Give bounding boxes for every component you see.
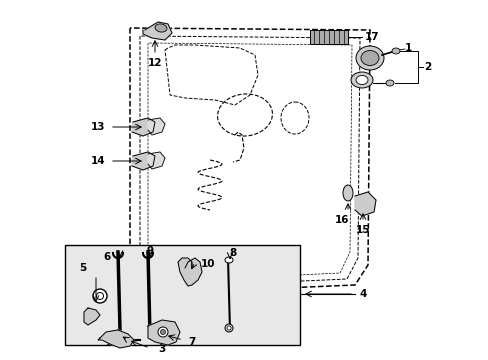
Ellipse shape — [385, 80, 393, 86]
Ellipse shape — [355, 76, 367, 85]
Bar — [309, 30, 347, 44]
Text: 4: 4 — [359, 289, 366, 299]
Ellipse shape — [93, 289, 107, 303]
Text: 9: 9 — [146, 246, 153, 256]
Polygon shape — [84, 308, 100, 325]
Polygon shape — [98, 330, 134, 348]
Text: 8: 8 — [229, 248, 236, 258]
Text: 15: 15 — [355, 225, 369, 235]
Ellipse shape — [360, 50, 378, 66]
Text: 5: 5 — [79, 263, 86, 273]
Text: 17: 17 — [364, 32, 379, 42]
Ellipse shape — [155, 24, 166, 32]
Ellipse shape — [350, 72, 372, 88]
Polygon shape — [142, 22, 172, 40]
Text: 2: 2 — [424, 62, 431, 72]
Ellipse shape — [391, 48, 399, 54]
Polygon shape — [148, 320, 180, 345]
Ellipse shape — [160, 329, 165, 334]
Ellipse shape — [224, 324, 232, 332]
Text: 1: 1 — [404, 43, 411, 53]
Polygon shape — [178, 258, 202, 286]
Ellipse shape — [355, 46, 383, 70]
Text: 12: 12 — [147, 58, 162, 68]
Ellipse shape — [342, 185, 352, 201]
Text: 3: 3 — [158, 344, 165, 354]
Ellipse shape — [158, 327, 168, 337]
Text: 11: 11 — [105, 337, 120, 347]
Polygon shape — [132, 118, 155, 136]
Text: 16: 16 — [334, 215, 348, 225]
Polygon shape — [148, 152, 164, 169]
Ellipse shape — [224, 257, 232, 263]
Polygon shape — [132, 152, 155, 170]
Polygon shape — [148, 118, 164, 135]
Text: 14: 14 — [90, 156, 105, 166]
Text: 13: 13 — [91, 122, 105, 132]
Polygon shape — [354, 192, 375, 216]
Text: 6: 6 — [103, 252, 110, 262]
Ellipse shape — [96, 292, 103, 300]
Text: 7: 7 — [188, 337, 195, 347]
Bar — [65, 245, 299, 345]
Ellipse shape — [226, 326, 230, 330]
Text: 10: 10 — [201, 259, 215, 269]
